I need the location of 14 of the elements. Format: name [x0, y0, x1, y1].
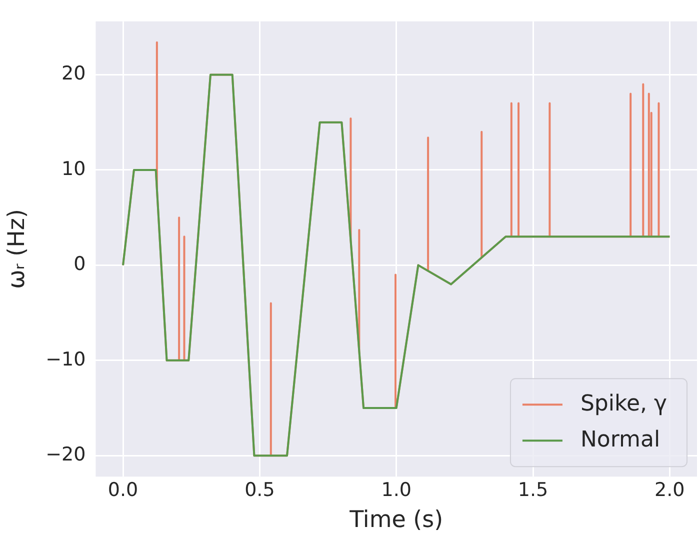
x-axis-title: Time (s) [348, 507, 444, 534]
x-tick-label: 1.5 [518, 478, 548, 501]
y-tick-label: 10 [62, 158, 86, 180]
legend-label: Normal [580, 427, 660, 452]
x-tick-label: 0.0 [108, 478, 138, 501]
legend-label: Spike, γ [580, 391, 668, 416]
y-tick-label: −10 [46, 348, 86, 370]
y-tick-label: 0 [74, 253, 86, 276]
x-tick-label: 1.0 [381, 478, 412, 501]
y-tick-label: −20 [46, 444, 86, 466]
y-axis-title: ωᵣ (Hz) [4, 209, 30, 289]
x-tick-label: 0.5 [244, 478, 275, 501]
y-tick-label: 20 [62, 62, 86, 85]
x-tick-label: 2.0 [654, 478, 685, 501]
